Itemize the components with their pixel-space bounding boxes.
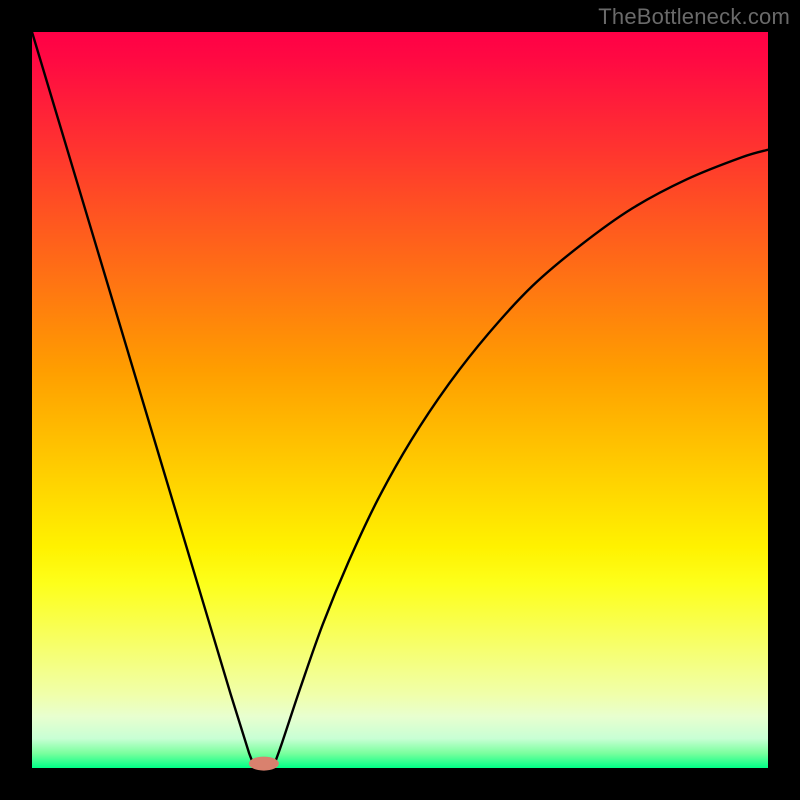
chart-svg — [0, 0, 800, 800]
chart-container: TheBottleneck.com — [0, 0, 800, 800]
watermark-label: TheBottleneck.com — [598, 4, 790, 30]
minimum-marker — [249, 757, 279, 771]
